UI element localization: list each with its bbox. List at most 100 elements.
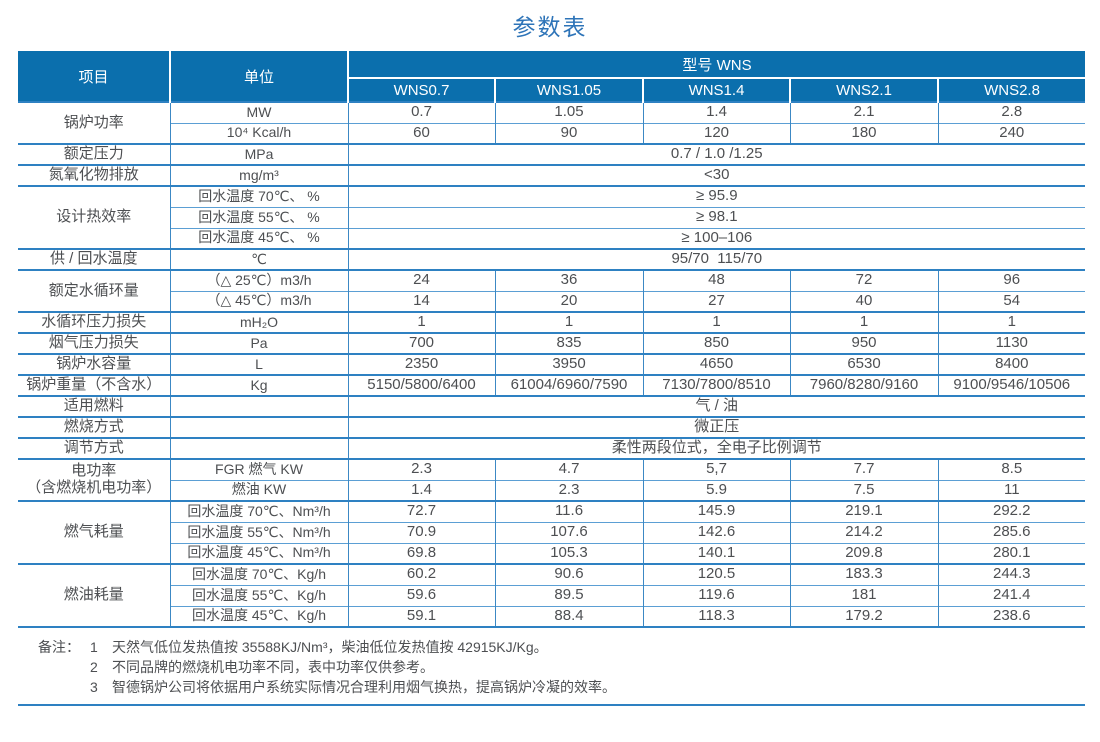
unit-cell xyxy=(170,437,349,459)
value-cell: 140.1 xyxy=(643,542,791,564)
unit-cell: mg/m³ xyxy=(170,164,349,186)
value-cell: 214.2 xyxy=(790,521,939,543)
value-cell: 107.6 xyxy=(495,521,644,543)
value-cell: 3950 xyxy=(495,353,644,375)
table-row: 水循环压力损失 mH₂O 1 1 1 1 1 xyxy=(18,311,1086,333)
value-cell: 2.3 xyxy=(495,479,644,501)
value-cell: 219.1 xyxy=(790,500,939,522)
value-cell: 20 xyxy=(495,290,644,312)
note-item: 3 智德锅炉公司将依据用户系统实际情况合理利用烟气换热，提高锅炉冷凝的效率。 xyxy=(90,677,616,697)
column-header-unit: 单位 xyxy=(170,51,349,102)
note-item: 2 不同品牌的燃烧机电功率不同，表中功率仅供参考。 xyxy=(90,657,616,677)
value-cell: 1.4 xyxy=(348,479,496,501)
note-number: 1 xyxy=(90,639,98,655)
value-cell: 950 xyxy=(790,332,939,354)
value-cell: 5,7 xyxy=(643,458,791,480)
value-cell: 1 xyxy=(348,311,496,333)
value-cell: 7.5 xyxy=(790,479,939,501)
item-cell: 锅炉功率 xyxy=(18,101,171,144)
table-row: 锅炉重量（不含水） Kg 5150/5800/6400 61004/6960/7590… xyxy=(18,374,1086,396)
value-cell: 1 xyxy=(790,311,939,333)
value-cell: 40 xyxy=(790,290,939,312)
value-cell: 285.6 xyxy=(938,521,1086,543)
value-cell: 700 xyxy=(348,332,496,354)
value-cell: 2350 xyxy=(348,353,496,375)
table-body: 锅炉功率 MW 0.7 1.05 1.4 2.1 2.8 10⁴ Kcal/h 60 90 120 1… xyxy=(18,101,1086,627)
value-cell: 89.5 xyxy=(495,584,644,606)
value-cell: 120.5 xyxy=(643,563,791,585)
span-value-cell: ≥ 95.9 xyxy=(348,185,1086,207)
parameters-table: 项目 单位 型号 WNS WNS0.7 WNS1.05 WNS1.4 WNS2.1 WN… xyxy=(18,51,1086,628)
span-value-cell: 柔性两段位式，全电子比例调节 xyxy=(348,437,1086,459)
item-cell: 燃油耗量 xyxy=(18,563,171,627)
value-cell: 7960/8280/9160 xyxy=(790,374,939,396)
value-cell: 11 xyxy=(938,479,1086,501)
value-cell: 61004/6960/7590 xyxy=(495,374,644,396)
unit-cell: 回水温度 45℃、 % xyxy=(170,227,349,249)
table-row: 锅炉水容量 L 2350 3950 4650 6530 8400 xyxy=(18,353,1086,375)
unit-cell: （△ 25℃）m3/h xyxy=(170,269,349,291)
value-cell: 4.7 xyxy=(495,458,644,480)
table-row: 10⁴ Kcal/h 60 90 120 180 240 xyxy=(18,122,1086,144)
value-cell: 241.4 xyxy=(938,584,1086,606)
value-cell: 90.6 xyxy=(495,563,644,585)
table-row: 调节方式 柔性两段位式，全电子比例调节 xyxy=(18,437,1086,459)
table-row: 供 / 回水温度 ℃ 95/70 115/70 xyxy=(18,248,1086,270)
unit-cell: （△ 45℃）m3/h xyxy=(170,290,349,312)
value-cell: 9100/9546/10506 xyxy=(938,374,1086,396)
unit-cell: 10⁴ Kcal/h xyxy=(170,122,349,144)
table-row: 额定水循环量 （△ 25℃）m3/h 24 36 48 72 96 xyxy=(18,269,1086,312)
table-row: 燃烧方式 微正压 xyxy=(18,416,1086,438)
table-row: 回水温度 45℃、Kg/h 59.1 88.4 118.3 179.2 238.6 xyxy=(18,605,1086,627)
value-cell: 5.9 xyxy=(643,479,791,501)
table-row: 回水温度 55℃、 % ≥ 98.1 xyxy=(18,206,1086,228)
value-cell: 850 xyxy=(643,332,791,354)
column-header-model-group: 型号 WNS xyxy=(348,51,1086,79)
value-cell: 120 xyxy=(643,122,791,144)
value-cell: 7.7 xyxy=(790,458,939,480)
value-cell: 2.8 xyxy=(938,101,1086,123)
value-cell: 8400 xyxy=(938,353,1086,375)
unit-cell: L xyxy=(170,353,349,375)
column-header-model: WNS1.4 xyxy=(643,78,791,102)
value-cell: 280.1 xyxy=(938,542,1086,564)
unit-cell: 回水温度 70℃、Kg/h xyxy=(170,563,349,585)
value-cell: 72 xyxy=(790,269,939,291)
item-cell: 适用燃料 xyxy=(18,395,171,417)
value-cell: 96 xyxy=(938,269,1086,291)
table-row: （△ 45℃）m3/h 14 20 27 40 54 xyxy=(18,290,1086,312)
value-cell: 209.8 xyxy=(790,542,939,564)
column-header-model: WNS2.1 xyxy=(790,78,939,102)
unit-cell: 燃油 KW xyxy=(170,479,349,501)
item-cell: 锅炉水容量 xyxy=(18,353,171,375)
item-cell: 调节方式 xyxy=(18,437,171,459)
span-value-cell: 95/70 115/70 xyxy=(348,248,1086,270)
item-cell: 设计热效率 xyxy=(18,185,171,249)
value-cell: 70.9 xyxy=(348,521,496,543)
span-value-cell: 气 / 油 xyxy=(348,395,1086,417)
item-cell: 额定压力 xyxy=(18,143,171,165)
unit-cell: MW xyxy=(170,101,349,123)
table-row: 烟气压力损失 Pa 700 835 850 950 1130 xyxy=(18,332,1086,354)
notes-list: 1 天然气低位发热值按 35588KJ/Nm³，柴油低位发热值按 42915KJ/… xyxy=(90,637,616,697)
span-value-cell: ≥ 98.1 xyxy=(348,206,1086,228)
note-number: 2 xyxy=(90,659,98,675)
table-row: 适用燃料 气 / 油 xyxy=(18,395,1086,417)
value-cell: 1 xyxy=(643,311,791,333)
unit-cell: MPa xyxy=(170,143,349,165)
value-cell: 2.1 xyxy=(790,101,939,123)
notes-label: 备注： xyxy=(38,639,80,655)
value-cell: 59.6 xyxy=(348,584,496,606)
value-cell: 181 xyxy=(790,584,939,606)
value-cell: 24 xyxy=(348,269,496,291)
table-row: 燃气耗量 回水温度 70℃、Nm³/h 72.7 11.6 145.9 219.1 292.… xyxy=(18,500,1086,564)
value-cell: 179.2 xyxy=(790,605,939,627)
span-value-cell: 微正压 xyxy=(348,416,1086,438)
unit-cell: 回水温度 70℃、 % xyxy=(170,185,349,207)
note-text: 不同品牌的燃烧机电功率不同，表中功率仅供参考。 xyxy=(112,659,434,675)
value-cell: 240 xyxy=(938,122,1086,144)
value-cell: 244.3 xyxy=(938,563,1086,585)
value-cell: 145.9 xyxy=(643,500,791,522)
value-cell: 59.1 xyxy=(348,605,496,627)
value-cell: 69.8 xyxy=(348,542,496,564)
